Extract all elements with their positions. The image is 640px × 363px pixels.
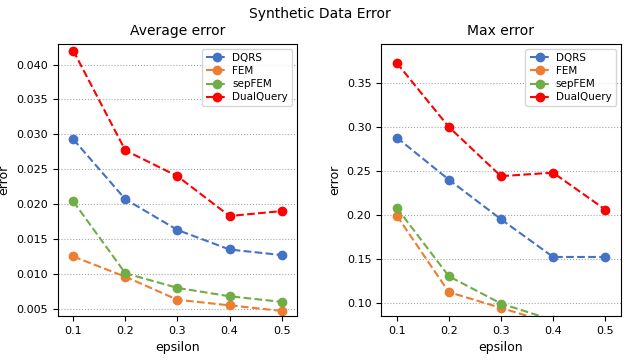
DQRS [497, 217, 505, 221]
DQRS [393, 135, 401, 140]
FEM [549, 322, 557, 326]
FEM [393, 213, 401, 218]
DualQuery [69, 48, 77, 53]
Y-axis label: error: error [328, 164, 341, 195]
Line: FEM: FEM [392, 212, 609, 331]
DQRS [549, 255, 557, 259]
Line: sepFEM: sepFEM [69, 197, 286, 306]
Text: Synthetic Data Error: Synthetic Data Error [249, 7, 391, 21]
FEM [278, 309, 285, 313]
sepFEM [497, 301, 505, 306]
FEM [122, 274, 129, 279]
DQRS [69, 137, 77, 141]
Title: Average error: Average error [130, 24, 225, 38]
DQRS [122, 197, 129, 201]
DQRS [445, 178, 452, 182]
sepFEM [602, 323, 609, 328]
FEM [173, 298, 181, 302]
sepFEM [122, 271, 129, 276]
DQRS [173, 228, 181, 232]
Line: DualQuery: DualQuery [69, 46, 286, 220]
DQRS [226, 247, 234, 252]
FEM [497, 306, 505, 310]
DualQuery [122, 148, 129, 152]
DualQuery [173, 174, 181, 178]
sepFEM [393, 205, 401, 210]
Y-axis label: error: error [0, 164, 11, 195]
FEM [445, 290, 452, 294]
DualQuery [549, 171, 557, 175]
sepFEM [69, 199, 77, 204]
Legend: DQRS, FEM, sepFEM, DualQuery: DQRS, FEM, sepFEM, DualQuery [202, 49, 292, 106]
Title: Max error: Max error [467, 24, 534, 38]
Line: DQRS: DQRS [69, 135, 286, 259]
FEM [69, 254, 77, 259]
Line: sepFEM: sepFEM [392, 204, 609, 330]
Legend: DQRS, FEM, sepFEM, DualQuery: DQRS, FEM, sepFEM, DualQuery [525, 49, 616, 106]
DualQuery [445, 125, 452, 129]
sepFEM [278, 300, 285, 304]
DualQuery [393, 61, 401, 65]
Line: FEM: FEM [69, 252, 286, 315]
DualQuery [497, 174, 505, 178]
X-axis label: epsilon: epsilon [155, 341, 200, 354]
DualQuery [226, 214, 234, 218]
X-axis label: epsilon: epsilon [479, 341, 524, 354]
FEM [602, 325, 609, 329]
sepFEM [226, 294, 234, 298]
Line: DualQuery: DualQuery [392, 59, 609, 214]
sepFEM [445, 274, 452, 278]
sepFEM [173, 286, 181, 290]
FEM [226, 303, 234, 307]
DualQuery [602, 207, 609, 212]
DualQuery [278, 209, 285, 213]
sepFEM [549, 318, 557, 322]
DQRS [602, 255, 609, 259]
Line: DQRS: DQRS [392, 133, 609, 261]
DQRS [278, 253, 285, 257]
